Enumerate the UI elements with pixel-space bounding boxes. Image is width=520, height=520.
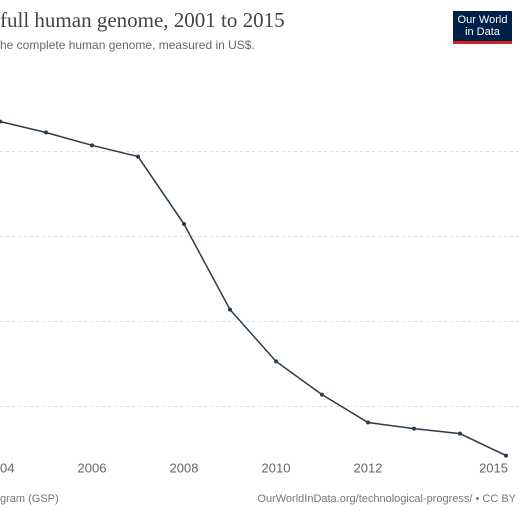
logo: Our World in Data xyxy=(453,11,512,44)
point xyxy=(458,431,462,436)
logo-box xyxy=(453,11,512,44)
x-tick-label: 2012 xyxy=(354,460,383,475)
point xyxy=(274,359,278,364)
point xyxy=(0,119,2,124)
chart-title: full human genome, 2001 to 2015 xyxy=(0,8,285,32)
point xyxy=(366,420,370,425)
point xyxy=(320,392,324,397)
footer-source: gram (GSP) xyxy=(0,493,59,505)
point xyxy=(90,143,94,148)
point xyxy=(228,307,232,312)
x-tick-label: 2015 xyxy=(479,460,508,475)
x-tick-label: 2008 xyxy=(170,460,199,475)
point xyxy=(504,453,508,458)
chart-subtitle: he complete human genome, measured in US… xyxy=(0,38,255,52)
line xyxy=(0,120,507,457)
logo-text: Our World xyxy=(458,14,508,26)
x-tick-label: 2004 xyxy=(0,460,14,475)
x-tick-label: 2010 xyxy=(262,460,291,475)
point xyxy=(136,154,140,159)
point xyxy=(412,426,416,431)
point xyxy=(182,222,186,227)
point xyxy=(44,130,48,135)
logo-text: in Data xyxy=(465,26,501,38)
logo-bar xyxy=(453,41,512,44)
x-tick-label: 2006 xyxy=(78,460,107,475)
footer-license: OurWorldInData.org/technological-progres… xyxy=(257,493,516,505)
